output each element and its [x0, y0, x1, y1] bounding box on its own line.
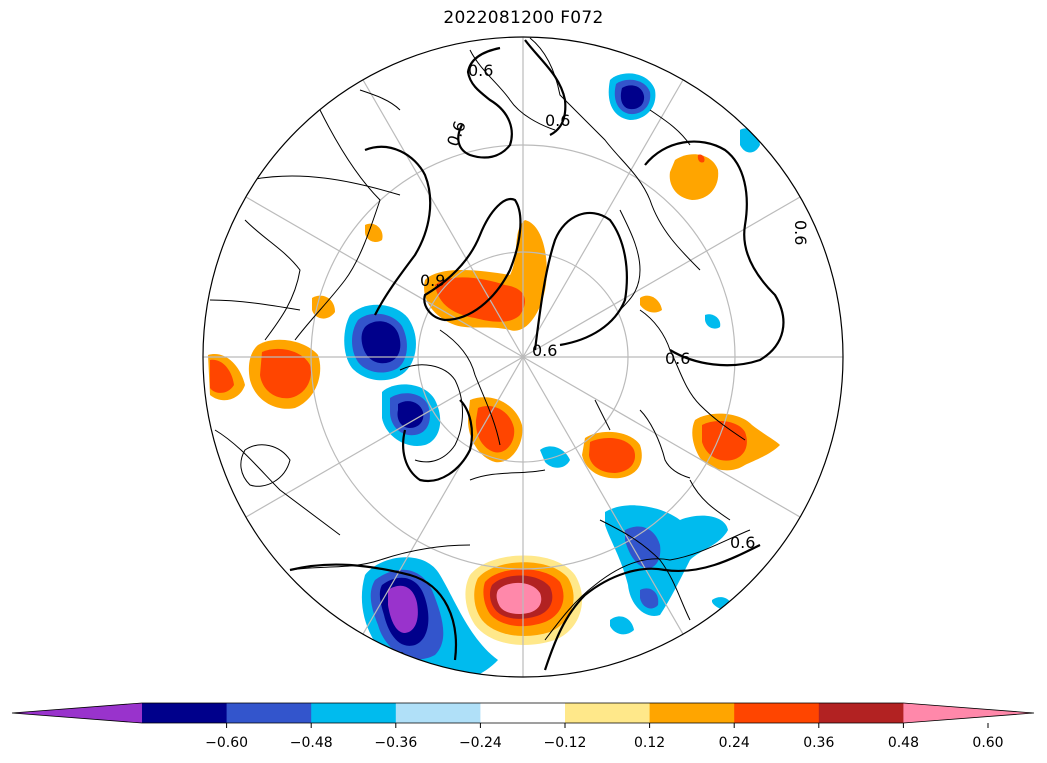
colorbar: −0.60 −0.48 −0.36 −0.24 −0.12 0.12 0.24 0.36 0.4… — [11, 702, 1035, 751]
contour-label: 0.6 — [730, 533, 755, 552]
colorbar-segment — [142, 703, 228, 723]
contour-label: 0.6 — [381, 648, 406, 667]
graticule — [203, 37, 843, 677]
colorbar-segment — [649, 703, 735, 723]
colorbar-tick-label: 0.48 — [888, 735, 919, 751]
figure-title: 2022081200 F072 — [443, 8, 604, 28]
coastlines — [209, 37, 751, 641]
colorbar-tick-label: −0.48 — [290, 735, 333, 751]
contour-label: 0.6 — [532, 341, 557, 360]
colorbar-tick-label: −0.60 — [205, 735, 248, 751]
colorbar-tick-label: 0.36 — [803, 735, 834, 751]
contour-label: 0.9 — [420, 271, 445, 290]
map-boundary — [202, 36, 844, 678]
colorbar-segment — [480, 703, 566, 723]
contour-label: 0.6 — [468, 61, 493, 80]
contour-lines — [289, 39, 785, 671]
colorbar-outline — [11, 702, 1035, 724]
colorbar-tick-label: −0.24 — [459, 735, 502, 751]
colorbar-tick-label: 0.12 — [634, 735, 665, 751]
colorbar-tick-label: −0.36 — [374, 735, 417, 751]
colorbar-segment — [565, 703, 651, 723]
colorbar-segment — [734, 703, 820, 723]
colorbar-extend-low — [12, 703, 142, 723]
anomaly-shading — [208, 73, 780, 677]
colorbar-tick-label: −0.12 — [544, 735, 587, 751]
contour-label: 0.6 — [545, 111, 570, 130]
colorbar-segment — [818, 703, 904, 723]
colorbar-segment — [311, 703, 397, 723]
contour-label: 0.6 — [791, 220, 810, 245]
contour-label: 0.6 — [665, 349, 690, 368]
colorbar-segment — [395, 703, 481, 723]
colorbar-tick-label: 0.24 — [719, 735, 750, 751]
colorbar-segment — [226, 703, 312, 723]
colorbar-extend-high — [903, 703, 1034, 723]
colorbar-tick-label: 0.60 — [972, 735, 1003, 751]
polar-map: 0.6 0.6 0.6 0.9 0.6 0.6 0.6 0.6 0.6 — [203, 37, 843, 677]
